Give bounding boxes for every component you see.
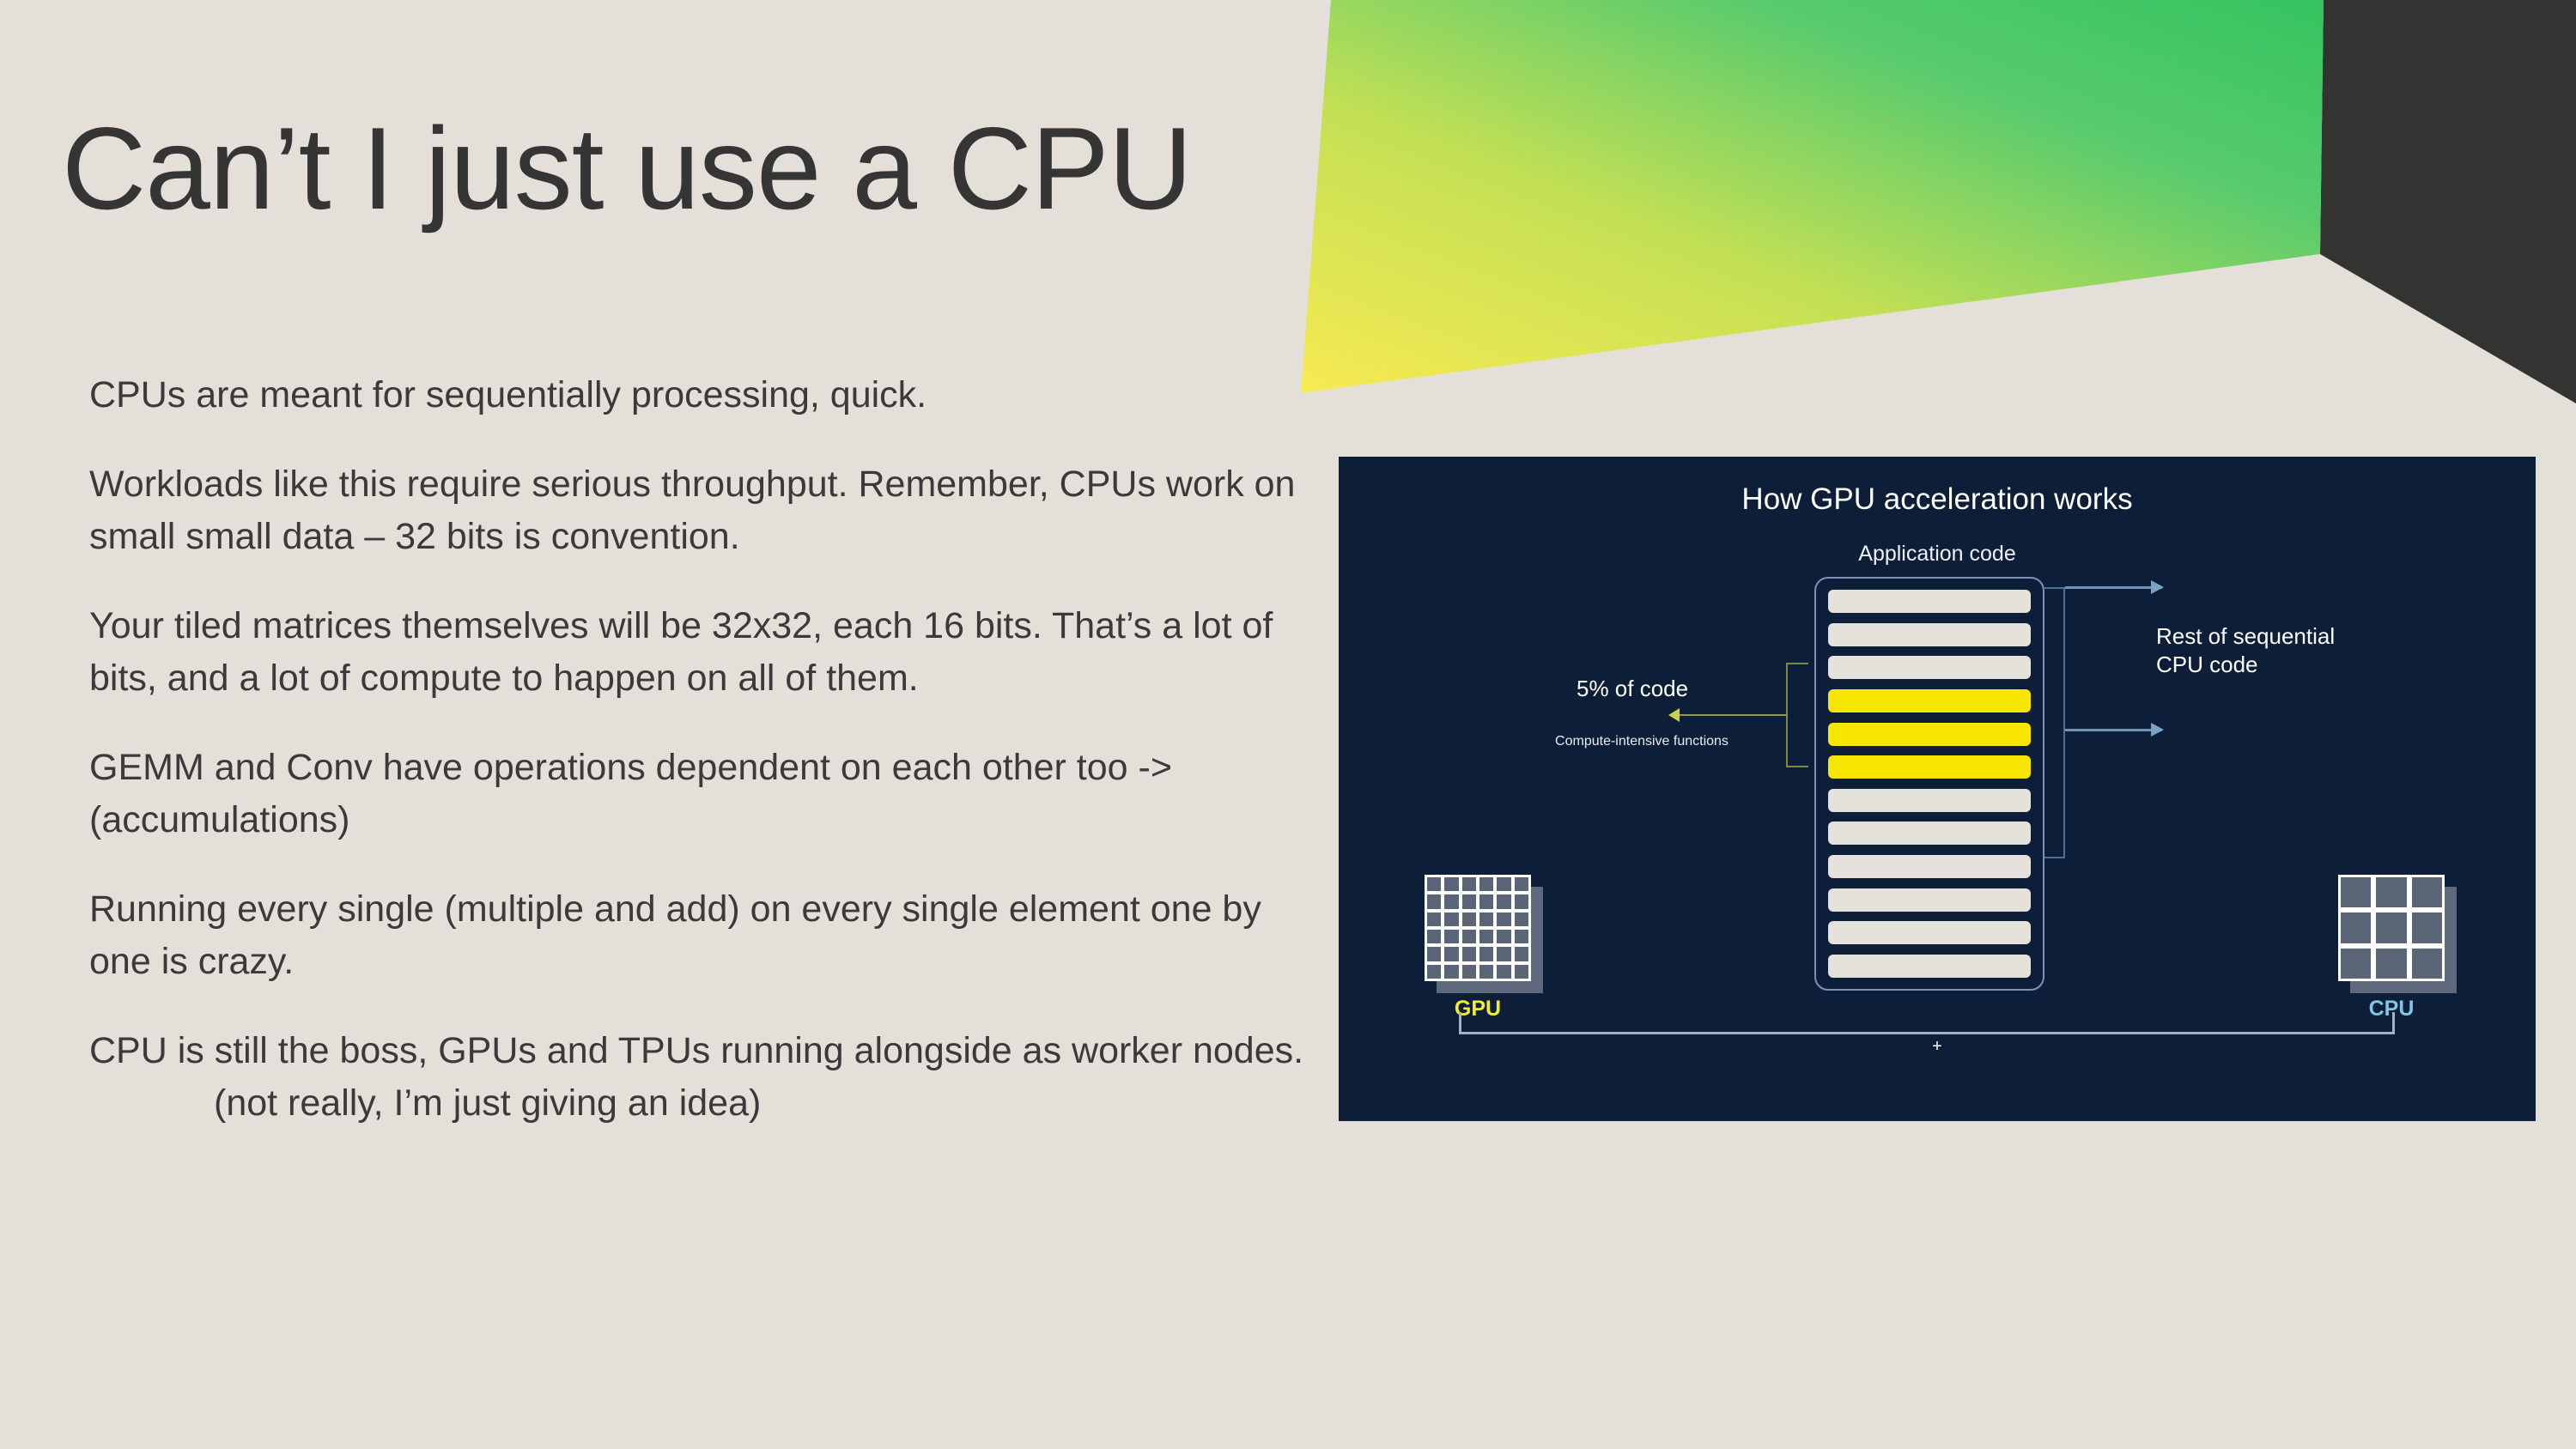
- code-bar: [1828, 622, 2031, 646]
- sequential-code-bracket: [2044, 587, 2065, 858]
- cpu-core-grid: [2338, 875, 2445, 981]
- body-paragraph-5: Running every single (multiple and add) …: [89, 888, 1261, 983]
- code-bar-hot: [1828, 755, 2031, 779]
- body-paragraph-6: CPU is still the boss, GPUs and TPUs run…: [89, 1025, 1309, 1130]
- cpu-chip-label: CPU: [2368, 997, 2415, 1021]
- combined-bracket: [1459, 1012, 2395, 1034]
- compute-intensive-bracket: [1786, 663, 1808, 767]
- gpu-chip-label: GPU: [1454, 997, 1502, 1021]
- compute-intensive-arrow-line: [1674, 714, 1787, 716]
- plus-sign-label: +: [1932, 1037, 1942, 1056]
- code-bar: [1828, 921, 2031, 945]
- slide-body: CPUs are meant for sequentially processi…: [89, 369, 1309, 1131]
- body-paragraph-3: Your tiled matrices themselves will be 3…: [89, 605, 1273, 700]
- five-percent-of-code-label: 5% of code: [1577, 676, 1689, 701]
- code-bar-hot: [1828, 688, 2031, 712]
- code-bar-hot: [1828, 722, 2031, 746]
- rest-seq-line-1: Rest of sequential: [2156, 623, 2336, 649]
- diagram-title: How GPU acceleration works: [1741, 482, 2133, 516]
- page-title: Can’t I just use a CPU: [62, 103, 1193, 233]
- cpu-chip: CPU: [2338, 875, 2457, 1021]
- code-bar: [1828, 888, 2031, 912]
- code-bar: [1828, 656, 2031, 680]
- compute-intensive-functions-label: Compute-intensive functions: [1555, 734, 1728, 749]
- gpu-core-grid: [1425, 875, 1531, 981]
- application-code-stack: [1814, 577, 2044, 991]
- final-paragraph-aside: (not really, I’m just giving an idea): [214, 1082, 762, 1125]
- gpu-acceleration-diagram: How GPU acceleration works Application c…: [1339, 457, 2536, 1121]
- body-paragraph-4: GEMM and Conv have operations dependent …: [89, 747, 1172, 841]
- body-paragraph-2: Workloads like this require serious thro…: [89, 464, 1296, 558]
- rest-of-sequential-cpu-code-label: Rest of sequential CPU code: [2156, 622, 2335, 679]
- dark-corner-shape: [2320, 0, 2576, 403]
- sequential-arrow-top-icon: [2065, 580, 2164, 594]
- code-bar: [1828, 788, 2031, 812]
- code-bar: [1828, 855, 2031, 878]
- code-bar: [1828, 822, 2031, 846]
- green-gradient-shape: [1301, 0, 2324, 393]
- code-bar: [1828, 590, 2031, 613]
- rest-seq-line-2: CPU code: [2156, 651, 2258, 677]
- sequential-arrow-bottom-icon: [2065, 723, 2164, 737]
- final-paragraph-main: CPU is still the boss, GPUs and TPUs run…: [89, 1030, 1304, 1072]
- body-paragraph-1: CPUs are meant for sequentially processi…: [89, 374, 927, 415]
- compute-intensive-arrow-icon: [1668, 708, 1680, 722]
- code-bar: [1828, 954, 2031, 978]
- application-code-label: Application code: [1858, 542, 2016, 566]
- gpu-chip: GPU: [1425, 875, 1543, 1021]
